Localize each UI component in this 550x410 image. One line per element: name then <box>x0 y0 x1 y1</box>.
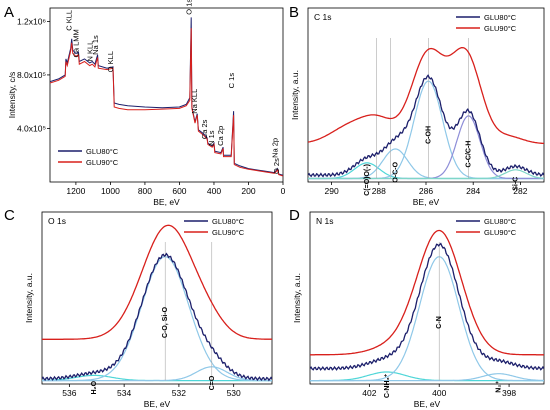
plot-area <box>310 229 544 382</box>
peak-label: C-NH₃⁺ <box>384 373 391 398</box>
x-tick-label: 290 <box>325 186 339 196</box>
peak-label: C-N <box>436 316 443 328</box>
x-tick-label: 200 <box>241 186 255 196</box>
x-axis-label: BE, eV <box>414 399 441 409</box>
x-tick-label: 400 <box>432 388 446 398</box>
peak-label: N₂⁺ <box>496 381 503 393</box>
peak-label: H₂O <box>91 380 98 394</box>
panel-b-c1s: B 290 288 286 284 282 BE, eV Intensity, a.u. C … <box>289 4 545 207</box>
y-tick-label: 8.0x10⁵ <box>17 70 46 80</box>
panel-letter-c: C <box>4 207 15 224</box>
peak-label: C-O, Si-O <box>162 306 169 338</box>
x-tick-label: 534 <box>117 388 131 398</box>
y-axis-label: Intensity, c/s <box>7 72 17 119</box>
series-line-1 <box>308 46 544 145</box>
x-tick-label: 402 <box>362 388 376 398</box>
panel-letter-b: B <box>289 4 299 21</box>
peak-label: Si-C <box>513 177 520 191</box>
panel-letter-a: A <box>4 4 14 21</box>
x-tick-label: 1000 <box>101 186 120 196</box>
legend-entry-1: GLU90°C <box>212 228 245 237</box>
plot-frame <box>41 211 273 385</box>
legend-entry-1: GLU90°C <box>484 228 517 237</box>
peak-annotation: C KLL <box>65 10 74 31</box>
plot-frame <box>309 211 545 385</box>
x-tick-label: 0 <box>281 186 286 196</box>
y-tick-label: 4.0x10⁵ <box>17 123 46 133</box>
plot-area <box>42 224 272 382</box>
peak-label: O-C-O <box>392 161 399 182</box>
series-line-0 <box>42 252 272 382</box>
peak-annotation: Na KLL <box>190 89 199 114</box>
peak-label: C-C/C-H <box>465 141 472 168</box>
peak-annotation: C 1s <box>227 73 236 89</box>
peak-annotation: N 1s <box>207 130 216 146</box>
legend-entry-1: GLU90°C <box>86 158 119 167</box>
x-tick-label: 282 <box>513 186 527 196</box>
legend-entry-0: GLU80°C <box>212 217 245 226</box>
peak-annotation: Ca 2s <box>200 119 209 139</box>
x-axis-label: BE, eV <box>413 197 440 207</box>
x-tick-label: 1200 <box>66 186 85 196</box>
x-tick-label: 536 <box>62 388 76 398</box>
peak-label: C=O <box>209 375 216 390</box>
x-tick-label: 398 <box>502 388 516 398</box>
legend-entry-1: GLU90°C <box>484 24 517 33</box>
fit-component-4 <box>308 169 544 180</box>
y-axis-label: Intensity, a.u. <box>290 70 300 120</box>
x-tick-label: 286 <box>419 186 433 196</box>
plot-area <box>50 17 283 177</box>
x-axis-label: BE, eV <box>144 399 171 409</box>
x-tick-label: 600 <box>172 186 186 196</box>
legend-entry-0: GLU80°C <box>484 13 517 22</box>
peak-annotation: O 1s <box>184 0 193 15</box>
plot-area <box>308 38 544 180</box>
series-line-1 <box>42 224 272 340</box>
panel-a-survey: A 1200 1000 800 600 400 200 0 4.0x10⁵ 8.0x10⁵ 1.2… <box>4 0 286 207</box>
fit-component-0 <box>308 162 544 180</box>
peak-label: C-OH <box>425 126 432 144</box>
fit-component-0 <box>310 371 544 382</box>
panel-d-n1s: D 402 400 398 BE, eV Intensity, a.u. N 1s C-NH… <box>289 207 545 409</box>
x-tick-label: 532 <box>172 388 186 398</box>
fit-component-1 <box>42 256 272 382</box>
panel-letter-d: D <box>289 207 300 224</box>
x-tick-label: 800 <box>138 186 152 196</box>
peak-annotation: Na 1s <box>91 35 100 55</box>
panel-title: O 1s <box>48 216 66 226</box>
panel-c-o1s: C 536 534 532 530 BE, eV Intensity, a.u. O 1s H… <box>4 207 273 409</box>
fit-component-2 <box>310 373 544 382</box>
panel-title: N 1s <box>316 216 333 226</box>
legend-entry-0: GLU80°C <box>484 217 517 226</box>
x-tick-label: 288 <box>372 186 386 196</box>
peak-annotation: Na 2p <box>271 138 280 158</box>
peak-annotation: O KLL <box>106 51 115 72</box>
series-line-1 <box>310 229 544 356</box>
series-line-0 <box>308 74 544 178</box>
series-line-0 <box>310 242 544 371</box>
plot-frame <box>307 7 545 183</box>
series-line-1 <box>50 28 283 177</box>
peak-annotation: N KLL <box>85 41 94 62</box>
x-tick-label: 530 <box>227 388 241 398</box>
x-axis-label: BE, eV <box>153 197 180 207</box>
y-axis-label: Intensity, a.u. <box>24 273 34 323</box>
peak-annotation: Ca LMM <box>71 29 80 57</box>
peak-annotation: O 2s <box>272 158 281 174</box>
panel-title: C 1s <box>314 12 331 22</box>
peak-annotation: Ca 2p <box>216 126 225 146</box>
fit-component-1 <box>308 148 544 180</box>
peak-label: C(=O)O(-) <box>364 164 371 196</box>
x-tick-label: 284 <box>466 186 480 196</box>
legend-entry-0: GLU80°C <box>86 147 119 156</box>
plot-frame <box>49 7 284 183</box>
x-tick-label: 400 <box>207 186 221 196</box>
y-axis-label: Intensity, a.u. <box>292 273 302 323</box>
y-tick-label: 1.2x10⁶ <box>17 16 46 26</box>
fit-component-2 <box>42 366 272 382</box>
